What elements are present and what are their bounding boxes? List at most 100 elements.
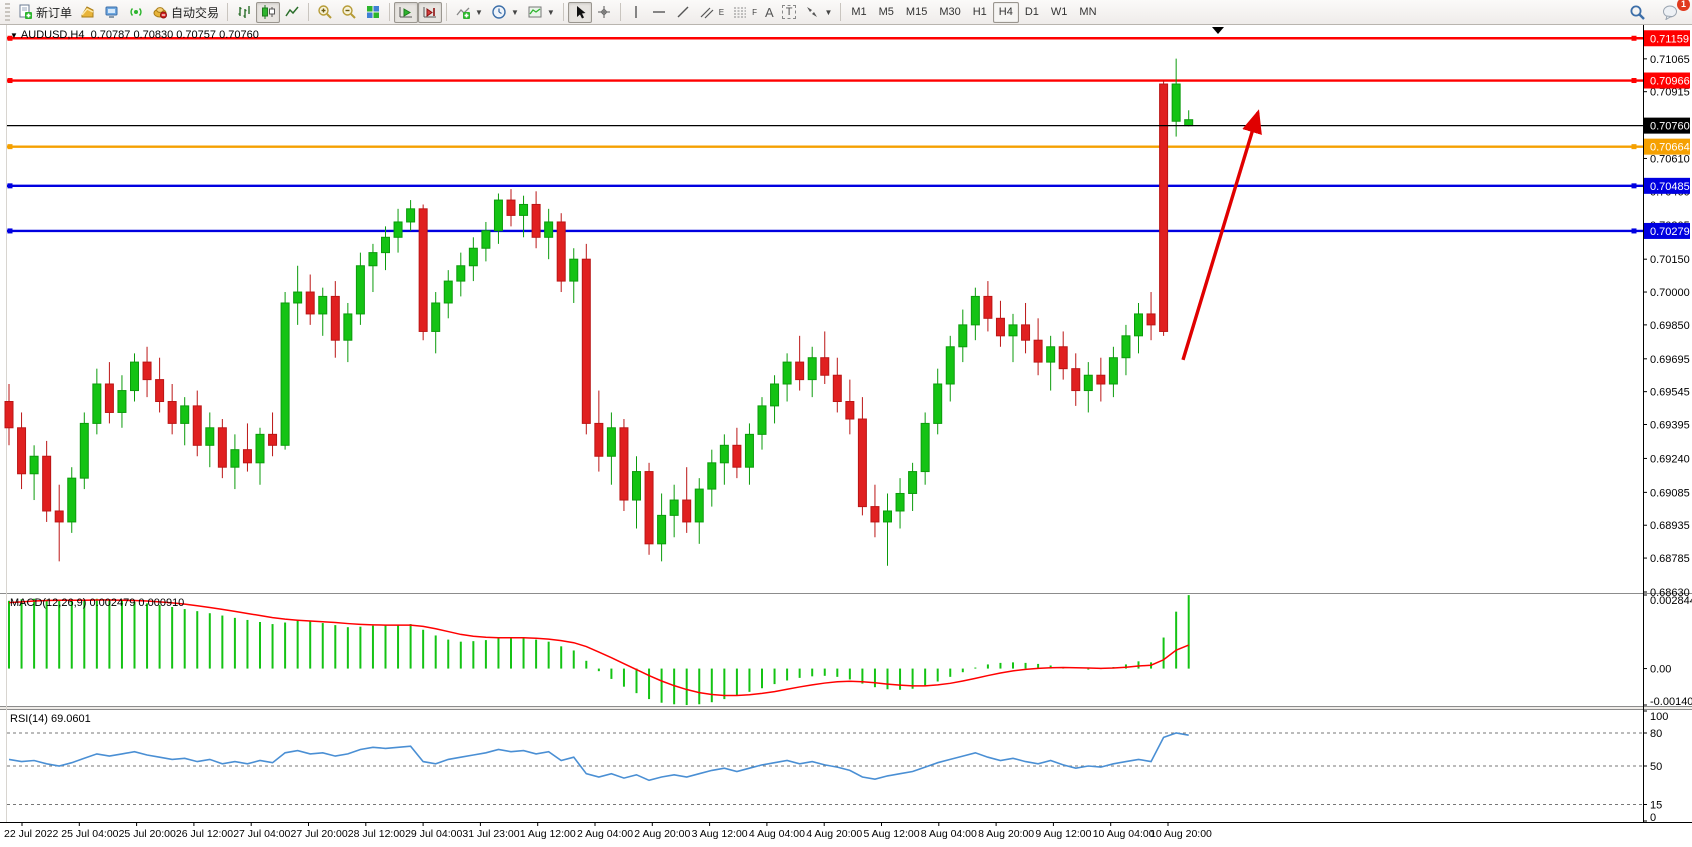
svg-text:27 Jul 20:00: 27 Jul 20:00 — [291, 828, 348, 840]
zoom-in-icon — [317, 4, 333, 20]
price-axis[interactable]: 0.710650.709150.706100.704600.703050.701… — [1643, 30, 1690, 599]
candlestick-chart-button[interactable] — [256, 1, 281, 23]
svg-text:0.70760: 0.70760 — [1650, 121, 1690, 133]
trendline-button[interactable] — [671, 2, 695, 23]
svg-text:0.71159: 0.71159 — [1650, 33, 1689, 45]
zoom-out-button[interactable] — [337, 2, 361, 23]
candlestick-chart-icon — [260, 4, 276, 20]
text-button[interactable]: A — [761, 2, 778, 23]
svg-text:50: 50 — [1650, 761, 1662, 773]
timeframe-MN[interactable]: MN — [1079, 6, 1097, 18]
indicators-icon — [455, 4, 471, 20]
templates-icon — [527, 4, 543, 20]
indicators-button[interactable]: ▼ — [451, 2, 487, 23]
fibo-sub-label: F — [752, 7, 758, 17]
horizontal-line-icon — [651, 4, 667, 20]
svg-text:10 Aug 04:00: 10 Aug 04:00 — [1093, 828, 1155, 840]
signals-button[interactable] — [124, 2, 148, 23]
macd-pane: 0.002844 0.00 -0.001408 — [8, 594, 1692, 708]
svg-text:0.69395: 0.69395 — [1650, 419, 1690, 431]
svg-text:0.69695: 0.69695 — [1650, 354, 1690, 366]
horizontal-line-objects[interactable] — [7, 35, 1643, 234]
svg-text:0.70000: 0.70000 — [1650, 287, 1690, 299]
crosshair-icon — [596, 4, 612, 20]
search-button[interactable] — [1625, 2, 1650, 23]
svg-text:0.69240: 0.69240 — [1650, 453, 1690, 465]
crosshair-button[interactable] — [592, 2, 616, 23]
timeframe-D1[interactable]: D1 — [1024, 6, 1039, 18]
svg-text:0.70915: 0.70915 — [1650, 87, 1690, 99]
symbol-marker-icon: ▼ — [10, 31, 18, 40]
tile-windows-button[interactable] — [361, 2, 385, 23]
timeframe-M15[interactable]: M15 — [905, 6, 928, 18]
svg-text:0.68785: 0.68785 — [1650, 553, 1690, 565]
svg-text:0.69085: 0.69085 — [1650, 487, 1690, 499]
svg-text:0.70610: 0.70610 — [1650, 153, 1690, 165]
timeframe-H4[interactable]: H4 — [992, 1, 1019, 23]
new-order-icon — [17, 4, 33, 20]
timeframe-W1[interactable]: W1 — [1050, 6, 1068, 18]
timeframe-M1[interactable]: M1 — [851, 6, 867, 18]
zoom-in-button[interactable] — [313, 2, 337, 23]
templates-button[interactable]: ▼ — [523, 2, 559, 23]
svg-text:29 Jul 04:00: 29 Jul 04:00 — [405, 828, 462, 840]
chart-canvas[interactable]: 0.710650.709150.706100.704600.703050.701… — [0, 25, 1692, 847]
svg-text:31 Jul 23:00: 31 Jul 23:00 — [462, 828, 519, 840]
new-order-label: 新订单 — [36, 5, 73, 20]
horizontal-line-button[interactable] — [647, 2, 671, 23]
market-watch-button[interactable] — [76, 2, 100, 23]
dropdown-arrow-icon: ▼ — [475, 7, 483, 17]
timeframe-M5[interactable]: M5 — [878, 6, 894, 18]
svg-text:0.70150: 0.70150 — [1650, 254, 1690, 266]
autotrading-button[interactable]: 自动交易 — [148, 2, 223, 23]
dropdown-arrow-icon: ▼ — [546, 7, 555, 17]
cursor-icon — [572, 4, 588, 20]
ohlc-values: 0.70787 0.70830 0.70757 0.70760 — [90, 29, 259, 41]
text-label-icon: T — [781, 5, 797, 19]
svg-text:15: 15 — [1650, 800, 1662, 812]
periods-button[interactable]: ▼ — [487, 2, 523, 23]
hline-handle — [7, 35, 13, 41]
hline-handle — [1631, 35, 1637, 41]
cursor-button[interactable] — [567, 1, 592, 23]
macd-signal-line — [8, 599, 1189, 697]
dropdown-arrow-icon: ▼ — [510, 7, 519, 17]
bar-chart-button[interactable] — [232, 2, 256, 23]
toolbar-grip[interactable] — [5, 3, 10, 21]
rsi-label: RSI(14) 69.0601 — [10, 713, 91, 725]
svg-text:1 Aug 12:00: 1 Aug 12:00 — [520, 828, 576, 840]
fibonacci-icon — [732, 4, 748, 20]
timeframe-M30[interactable]: M30 — [939, 6, 961, 18]
date-axis[interactable]: 22 Jul 2022 25 Jul 04:00 25 Jul 20:00 26 Ju… — [4, 822, 1212, 840]
toolbar-separator — [308, 3, 310, 21]
hline-handle — [7, 183, 13, 189]
fibonacci-button[interactable]: F — [728, 2, 761, 23]
auto-scroll-button[interactable] — [394, 1, 419, 23]
chart-shift-button[interactable] — [418, 1, 443, 23]
channel-icon — [699, 4, 715, 20]
hline-handle — [7, 228, 13, 234]
zoom-out-icon — [341, 4, 357, 20]
text-label-button[interactable]: T — [778, 2, 801, 23]
terminal-icon — [104, 4, 120, 20]
svg-text:0.68630: 0.68630 — [1650, 587, 1690, 599]
chart-shift-icon — [422, 4, 438, 20]
svg-text:25 Jul 20:00: 25 Jul 20:00 — [119, 828, 176, 840]
trend-arrow-object[interactable] — [1181, 109, 1262, 361]
arrows-button[interactable]: ▼ — [800, 2, 836, 23]
price-badge — [1644, 222, 1690, 239]
new-order-button[interactable]: 新订单 — [13, 2, 76, 23]
timeframe-H1[interactable]: H1 — [972, 6, 987, 18]
hline-handle — [7, 78, 13, 84]
terminal-button[interactable] — [100, 2, 124, 23]
line-chart-button[interactable] — [280, 2, 304, 23]
equidistant-channel-button[interactable]: E — [695, 2, 728, 23]
svg-text:2 Aug 04:00: 2 Aug 04:00 — [577, 828, 633, 840]
price-badge — [1644, 177, 1690, 194]
signal-icon — [128, 4, 144, 20]
search-icon — [1629, 4, 1646, 21]
vertical-line-button[interactable] — [625, 2, 647, 23]
chat-button[interactable]: 1 — [1658, 0, 1690, 23]
chart-area[interactable]: ▼ AUDUSD,H4 0.70787 0.70830 0.70757 0.707… — [0, 25, 1692, 847]
